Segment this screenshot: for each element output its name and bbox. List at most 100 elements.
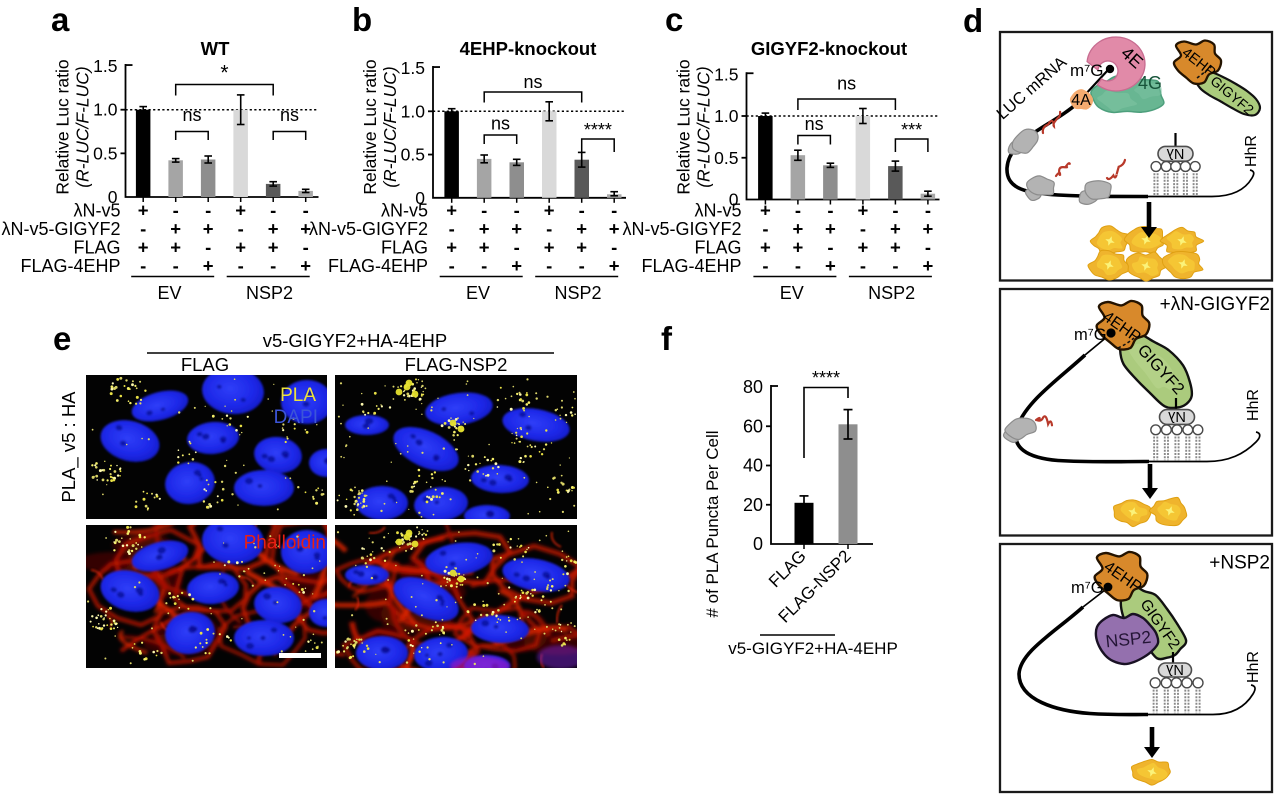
svg-text:-: - — [449, 218, 455, 239]
svg-text:+: + — [268, 218, 279, 239]
svg-text:-: - — [173, 200, 179, 221]
svg-text:a: a — [51, 1, 70, 38]
svg-text:FLAG: FLAG — [694, 238, 741, 258]
svg-text:+: + — [446, 200, 457, 221]
svg-text:+: + — [760, 200, 771, 221]
svg-text:FLAG-4EHP: FLAG-4EHP — [20, 256, 120, 276]
svg-text:+: + — [138, 200, 149, 221]
svg-text:+: + — [890, 237, 901, 258]
svg-text:+: + — [235, 200, 246, 221]
svg-text:-: - — [270, 200, 276, 221]
svg-text:DAPI: DAPI — [274, 407, 318, 428]
svg-text:+: + — [825, 255, 836, 276]
svg-text:+: + — [760, 237, 771, 258]
svg-text:4G: 4G — [1138, 73, 1162, 93]
svg-text:+: + — [792, 218, 803, 239]
svg-text:4EHP-knockout: 4EHP-knockout — [460, 38, 597, 59]
svg-text:v5-GIGYF2+HA-4EHP: v5-GIGYF2+HA-4EHP — [728, 639, 898, 658]
svg-text:Relative Luc ratio: Relative Luc ratio — [360, 59, 380, 194]
svg-text:v5-GIGYF2+HA-4EHP: v5-GIGYF2+HA-4EHP — [263, 330, 448, 351]
svg-text:e: e — [53, 320, 71, 357]
svg-text:ns: ns — [182, 105, 201, 125]
svg-text:PLA_ v5 : HA: PLA_ v5 : HA — [58, 391, 80, 503]
svg-text:+: + — [446, 237, 457, 258]
svg-text:-: - — [795, 255, 801, 276]
svg-text:c: c — [665, 1, 683, 38]
svg-text:-: - — [303, 200, 309, 221]
svg-text:20: 20 — [743, 495, 763, 515]
svg-text:+: + — [576, 237, 587, 258]
svg-text:1.0: 1.0 — [93, 100, 118, 120]
svg-text:m⁷G: m⁷G — [1071, 579, 1104, 597]
svg-text:+: + — [890, 218, 901, 239]
svg-text:Phalloidin: Phalloidin — [244, 533, 326, 554]
svg-text:Relative Luc ratio: Relative Luc ratio — [53, 59, 73, 194]
svg-text:+: + — [203, 255, 214, 276]
svg-text:ns: ns — [837, 74, 856, 94]
svg-text:-: - — [546, 255, 552, 276]
svg-text:-: - — [579, 200, 585, 221]
svg-text:ns: ns — [805, 114, 824, 134]
svg-text:-: - — [762, 218, 768, 239]
svg-text:Nλ: Nλ — [1167, 408, 1185, 424]
svg-text:0: 0 — [729, 190, 739, 210]
svg-text:+: + — [792, 237, 803, 258]
svg-text:-: - — [795, 200, 801, 221]
svg-text:-: - — [892, 200, 898, 221]
svg-text:-: - — [925, 237, 931, 258]
svg-text:GIGYF2-knockout: GIGYF2-knockout — [751, 38, 907, 59]
svg-text:λN-v5-GIGYF2: λN-v5-GIGYF2 — [1, 219, 120, 239]
svg-text:-: - — [205, 237, 211, 258]
svg-text:NSP2: NSP2 — [246, 283, 293, 303]
svg-text:-: - — [238, 255, 244, 276]
svg-text:HhR: HhR — [1243, 135, 1260, 167]
svg-text:+: + — [138, 237, 149, 258]
svg-text:-: - — [514, 200, 520, 221]
svg-text:+: + — [544, 237, 555, 258]
svg-text:Nλ: Nλ — [1166, 145, 1184, 161]
svg-text:+: + — [235, 237, 246, 258]
svg-text:ns: ns — [523, 72, 542, 92]
svg-text:-: - — [205, 200, 211, 221]
svg-text:# of PLA Puncta Per Cell: # of PLA Puncta Per Cell — [703, 430, 722, 617]
svg-text:λN-v5: λN-v5 — [381, 201, 428, 221]
svg-text:λN-v5-GIGYF2: λN-v5-GIGYF2 — [622, 219, 741, 239]
svg-text:+: + — [825, 218, 836, 239]
svg-text:-: - — [546, 218, 552, 239]
svg-text:+: + — [479, 237, 490, 258]
svg-text:+: + — [300, 255, 311, 276]
svg-text:+: + — [922, 255, 933, 276]
svg-text:FLAG-4EHP: FLAG-4EHP — [641, 256, 741, 276]
svg-text:Relative Luc ratio: Relative Luc ratio — [674, 59, 694, 194]
svg-text:1.5: 1.5 — [93, 56, 117, 76]
svg-text:1.0: 1.0 — [401, 101, 426, 121]
svg-text:-: - — [270, 255, 276, 276]
svg-text:-: - — [303, 237, 309, 258]
svg-text:0: 0 — [415, 188, 425, 208]
svg-text:0: 0 — [753, 534, 763, 554]
svg-text:(R-LUC/F-LUC): (R-LUC/F-LUC) — [694, 66, 714, 188]
svg-text:0.5: 0.5 — [714, 148, 738, 168]
svg-text:+: + — [511, 255, 522, 276]
svg-text:-: - — [481, 200, 487, 221]
svg-text:WT: WT — [201, 38, 230, 59]
svg-text:+: + — [544, 200, 555, 221]
svg-text:*: * — [220, 62, 228, 85]
svg-text:80: 80 — [743, 377, 763, 397]
svg-text:0.5: 0.5 — [401, 145, 425, 165]
svg-text:***: *** — [901, 120, 922, 140]
svg-text:(R-LUC/F-LUC): (R-LUC/F-LUC) — [73, 66, 93, 188]
svg-text:+: + — [268, 237, 279, 258]
svg-text:+: + — [170, 218, 181, 239]
svg-text:m⁷G: m⁷G — [1070, 61, 1104, 80]
svg-text:m⁷G: m⁷G — [1074, 326, 1107, 344]
svg-text:-: - — [611, 237, 617, 258]
svg-text:PLA: PLA — [280, 385, 316, 406]
svg-text:-: - — [762, 255, 768, 276]
svg-text:EV: EV — [466, 283, 490, 303]
svg-text:-: - — [238, 218, 244, 239]
svg-text:HhR: HhR — [1245, 651, 1262, 683]
svg-text:EV: EV — [780, 283, 804, 303]
svg-text:EV: EV — [157, 283, 181, 303]
svg-text:HhR: HhR — [1245, 389, 1262, 421]
